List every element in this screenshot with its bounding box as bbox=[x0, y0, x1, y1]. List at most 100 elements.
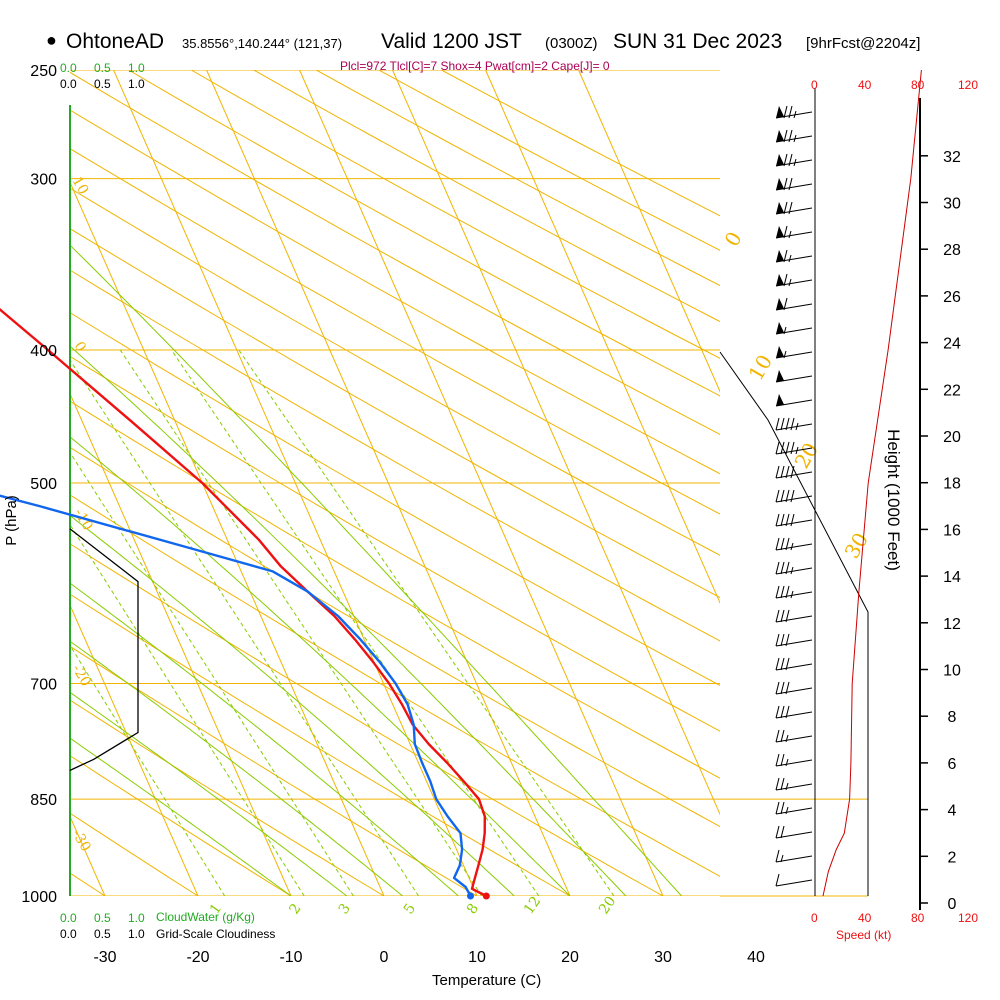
isotherm-line bbox=[392, 70, 720, 816]
height-tick-label: 32 bbox=[943, 149, 961, 166]
dry-adiabat bbox=[70, 269, 720, 642]
dry-adiabat bbox=[70, 755, 292, 896]
wind-barb bbox=[775, 633, 813, 647]
height-tick-label: 28 bbox=[943, 242, 961, 259]
wind-barb bbox=[775, 801, 813, 815]
dry-adiabat-label: 0 bbox=[71, 339, 89, 355]
wind-barb bbox=[775, 585, 813, 599]
temperature-line bbox=[0, 308, 487, 898]
cloudiness-tick-bottom-0: 0.0 bbox=[60, 927, 77, 941]
speed-profile-line bbox=[822, 69, 922, 897]
pressure-tick-label: 700 bbox=[30, 676, 57, 693]
mixing-ratio-line bbox=[70, 359, 420, 896]
moist-adiabat bbox=[70, 244, 682, 896]
cloudwater-tick-top-0: 0.0 bbox=[60, 61, 77, 75]
cloudiness-label: Grid-Scale Cloudiness bbox=[156, 927, 276, 941]
indices-line: Plcl=972 Tlcl[C]=7 Shox=4 Pwat[cm]=2 Cap… bbox=[340, 59, 610, 73]
wind-barb bbox=[775, 297, 813, 311]
speed-tick-top-3: 120 bbox=[958, 78, 979, 92]
wind-barb bbox=[775, 609, 813, 623]
wind-barb bbox=[775, 129, 813, 143]
wind-barb bbox=[775, 681, 813, 695]
mixing-ratio-line bbox=[70, 451, 354, 896]
mixing-ratio-label: 2 bbox=[286, 901, 304, 917]
mixing-ratio-label: 3 bbox=[336, 901, 354, 917]
cloudiness-tick-top-1: 0.5 bbox=[94, 77, 111, 91]
moist-adiabat bbox=[70, 582, 459, 896]
height-tick-label: 22 bbox=[943, 382, 961, 399]
wind-barb bbox=[775, 201, 813, 215]
dry-adiabat bbox=[70, 71, 720, 435]
moist-adiabat bbox=[70, 691, 348, 896]
mixing-ratio-label: 20 bbox=[596, 894, 619, 918]
valid-utc: (0300Z) bbox=[545, 35, 598, 52]
forecast-label: [9hrFcst@2204z] bbox=[806, 35, 921, 52]
hodograph-boundary bbox=[719, 351, 869, 896]
speed-label: Speed (kt) bbox=[836, 928, 892, 942]
wind-barb bbox=[775, 394, 813, 407]
isotherm-line bbox=[578, 70, 720, 393]
height-tick-label: 4 bbox=[948, 803, 957, 820]
wind-barb bbox=[775, 105, 813, 119]
dry-adiabat bbox=[70, 109, 720, 475]
mixing-ratio-label: 5 bbox=[401, 901, 419, 917]
wind-barb bbox=[775, 825, 813, 839]
dry-adiabat-label: 10 bbox=[69, 174, 92, 197]
dry-adiabat bbox=[70, 494, 720, 877]
speed-tick-bottom-0: 0 bbox=[811, 911, 818, 925]
dry-adiabat bbox=[70, 812, 199, 896]
wind-barb bbox=[775, 705, 813, 719]
cloudwater-tick-bottom-0: 0.0 bbox=[60, 911, 77, 925]
mixing-ratio-line bbox=[171, 349, 540, 896]
mixing-ratio-line bbox=[70, 523, 305, 896]
height-tick-label: 18 bbox=[943, 476, 961, 493]
dry-adiabat bbox=[70, 187, 720, 556]
valid-time: Valid 1200 JST bbox=[381, 30, 522, 53]
moist-adiabat bbox=[70, 514, 515, 896]
pressure-tick-label: 300 bbox=[30, 172, 57, 189]
wind-barb bbox=[775, 513, 813, 527]
mixing-ratio-label: 12 bbox=[521, 894, 544, 918]
height-tick-label: 2 bbox=[948, 849, 957, 866]
temperature-tick-label: -20 bbox=[186, 949, 209, 966]
pressure-tick-label: 1000 bbox=[21, 889, 57, 906]
height-tick-label: 16 bbox=[943, 522, 961, 539]
mixing-ratio-line bbox=[70, 644, 226, 896]
wind-barb bbox=[775, 441, 813, 455]
wind-barbs bbox=[775, 105, 813, 887]
dry-adiabat-label: -30 bbox=[69, 827, 94, 855]
moist-adiabat bbox=[70, 345, 627, 896]
pressure-tick-label: 850 bbox=[30, 792, 57, 809]
wind-barb bbox=[775, 849, 813, 863]
wind-barb bbox=[775, 273, 813, 287]
speed-tick-bottom-3: 120 bbox=[958, 911, 979, 925]
wind-barb bbox=[775, 177, 813, 191]
dry-adiabat bbox=[70, 543, 665, 896]
dry-adiabat bbox=[127, 70, 720, 397]
dry-adiabat bbox=[70, 400, 720, 779]
height-tick-label: 26 bbox=[943, 289, 961, 306]
temperature-tick-label: 30 bbox=[654, 949, 672, 966]
dry-adiabat bbox=[190, 70, 720, 359]
wind-barb bbox=[775, 370, 813, 383]
plot-frame bbox=[69, 88, 921, 910]
moist-adiabat-label: 20 bbox=[790, 438, 824, 472]
temperature-tick-label: 0 bbox=[380, 949, 389, 966]
wind-barb bbox=[775, 657, 813, 671]
dry-adiabat bbox=[70, 228, 720, 599]
height-tick-label: 10 bbox=[943, 663, 961, 680]
speed-tick-bottom-1: 40 bbox=[858, 911, 872, 925]
cloudiness-tick-top-2: 1.0 bbox=[128, 77, 145, 91]
isotherm-line bbox=[70, 392, 292, 896]
speed-tick-top-1: 40 bbox=[858, 78, 872, 92]
x-axis-label: Temperature (C) bbox=[432, 972, 542, 989]
height-tick-label: 14 bbox=[943, 569, 961, 586]
speed-tick-top-0: 0 bbox=[811, 78, 818, 92]
cloudwater-tick-bottom-1: 0.5 bbox=[94, 911, 111, 925]
moist-adiabat-label: 30 bbox=[840, 528, 874, 562]
cloudwater-tick-top-1: 0.5 bbox=[94, 61, 111, 75]
temperature-tick-label: 20 bbox=[561, 949, 579, 966]
station-coords: 35.8556°,140.244° (121,37) bbox=[182, 36, 343, 51]
dry-adiabat bbox=[70, 699, 385, 896]
mixing-ratio-line bbox=[238, 349, 615, 896]
